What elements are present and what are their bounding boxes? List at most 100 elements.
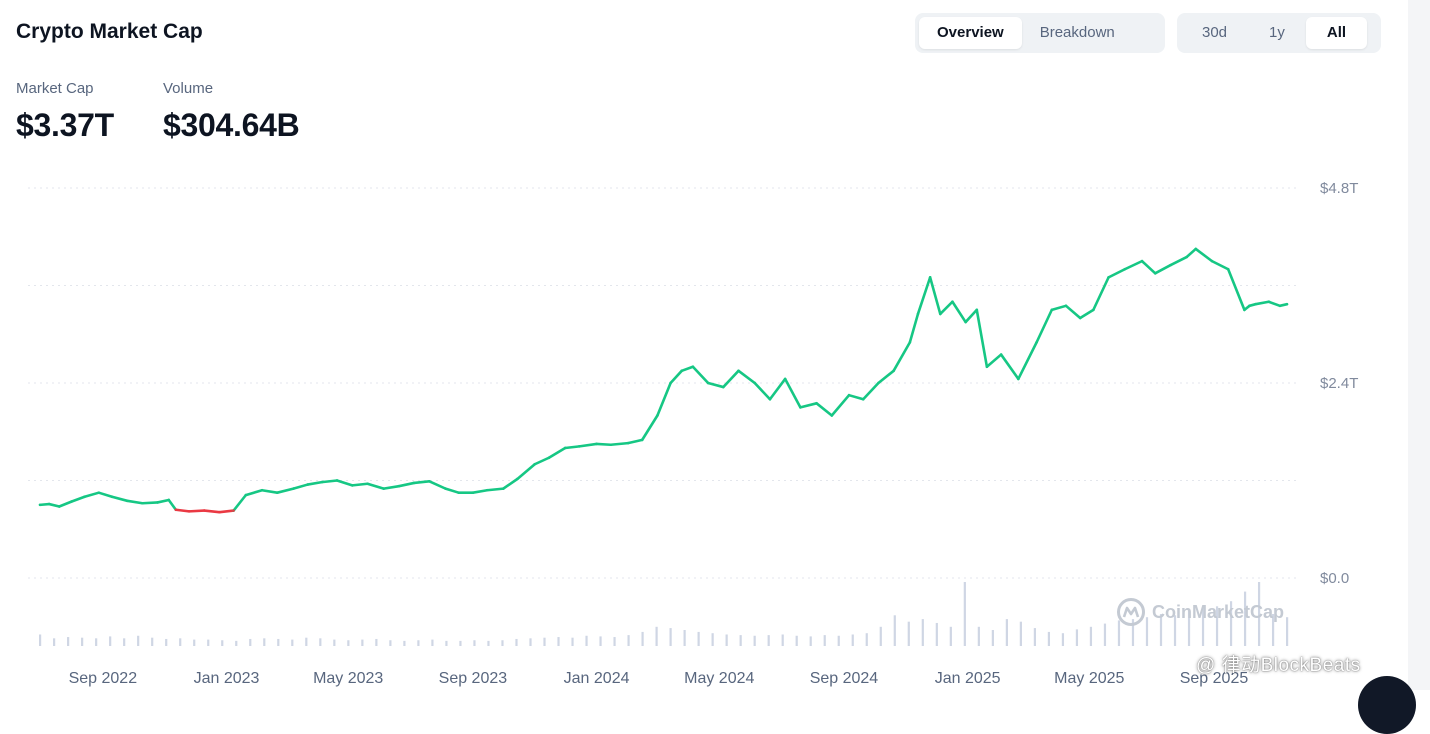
line-segment xyxy=(260,488,279,494)
range-toggle: 30d 1y All xyxy=(1177,13,1381,53)
data-point xyxy=(187,510,191,513)
volume-bar xyxy=(389,640,392,646)
volume-bar xyxy=(599,636,602,646)
data-point xyxy=(641,438,644,442)
data-point xyxy=(928,276,932,279)
data-point xyxy=(110,495,114,498)
volume-stat: Volume $304.64B xyxy=(163,80,300,144)
data-point xyxy=(547,456,551,459)
volume-bar xyxy=(123,638,126,646)
data-point xyxy=(1092,308,1095,312)
line-segment xyxy=(366,482,385,490)
line-segment xyxy=(485,487,505,492)
volume-bar xyxy=(1005,619,1008,646)
data-point xyxy=(412,481,416,485)
line-segment xyxy=(141,501,159,505)
line-segment xyxy=(783,377,802,409)
volume-bar xyxy=(669,628,672,646)
data-point xyxy=(892,369,895,373)
volume-bar xyxy=(1145,617,1149,646)
data-point xyxy=(595,442,598,446)
volume-bar xyxy=(977,626,980,646)
line-segment xyxy=(951,300,967,324)
line-segment xyxy=(680,365,695,373)
volume-bar xyxy=(67,637,70,646)
volume-bar xyxy=(95,638,98,646)
market-cap-value: $3.37T xyxy=(16,107,114,143)
volume-bar xyxy=(1131,619,1135,646)
line-segment xyxy=(595,442,613,447)
line-segment xyxy=(335,479,354,487)
line-segment xyxy=(656,381,672,417)
market-cap-chart[interactable]: $4.8T $2.4T $0.0 Sep 2022 Jan 2023 May 2023 Se… xyxy=(0,0,1430,690)
data-point xyxy=(1078,316,1082,320)
line-segment xyxy=(626,438,644,445)
line-segment xyxy=(1194,247,1214,263)
tab-overview[interactable]: Overview xyxy=(919,17,1022,49)
volume-bar xyxy=(725,634,728,646)
volume-bar xyxy=(151,637,154,646)
volume-bar xyxy=(361,639,364,646)
volume-bar xyxy=(347,640,350,646)
line-segment xyxy=(799,402,818,409)
line-segment xyxy=(533,456,551,466)
volume-bar xyxy=(851,634,854,646)
volume-bar xyxy=(683,630,686,646)
data-point xyxy=(939,312,942,316)
volume-bar xyxy=(571,637,574,646)
page-title: Crypto Market Cap xyxy=(16,20,203,43)
volume-bar xyxy=(1187,610,1191,646)
line-segment xyxy=(1210,259,1230,271)
line-segment xyxy=(320,479,339,484)
line-segment xyxy=(382,484,401,490)
volume-bar xyxy=(991,630,994,646)
line-segment xyxy=(722,369,740,389)
volume-bar xyxy=(249,638,252,646)
volume-bar xyxy=(1229,601,1233,646)
line-segment xyxy=(830,393,851,417)
line-segment xyxy=(547,446,567,460)
line-segment xyxy=(1153,263,1172,275)
volume-bar xyxy=(837,635,840,646)
volume-bar xyxy=(375,638,378,646)
data-point xyxy=(847,393,851,397)
volume-bar xyxy=(907,621,910,646)
line-segment xyxy=(640,414,659,442)
data-point xyxy=(70,500,73,503)
tab-breakdown[interactable]: Breakdown xyxy=(1039,24,1115,41)
line-segment xyxy=(350,482,369,487)
data-point xyxy=(232,509,235,512)
data-point xyxy=(306,483,309,486)
range-30d-button[interactable]: 30d xyxy=(1202,24,1228,41)
volume-bar xyxy=(459,640,462,646)
volume-bar xyxy=(1159,614,1163,646)
range-all-button[interactable]: All xyxy=(1305,17,1368,49)
line-segment xyxy=(964,308,979,324)
line-segment xyxy=(691,365,710,385)
range-1y-button[interactable]: 1y xyxy=(1269,24,1285,41)
data-point xyxy=(1035,341,1038,344)
data-point xyxy=(203,509,206,512)
right-scroll-strip xyxy=(1408,0,1430,690)
data-point xyxy=(276,491,279,494)
line-segment xyxy=(563,445,581,450)
data-point xyxy=(218,510,221,514)
data-point xyxy=(609,443,612,446)
data-point xyxy=(1194,247,1197,251)
volume-bar xyxy=(1201,607,1205,646)
data-point xyxy=(1064,304,1068,308)
volume-bar xyxy=(81,637,84,646)
floating-action-button[interactable] xyxy=(1358,676,1416,734)
volume-bar xyxy=(1033,628,1036,646)
data-point xyxy=(706,381,710,385)
data-point xyxy=(1140,259,1144,263)
volume-bar xyxy=(613,637,616,646)
data-point xyxy=(260,489,264,492)
volume-bar xyxy=(865,633,868,646)
data-point xyxy=(502,487,505,490)
volume-bar xyxy=(473,640,476,646)
line-segment xyxy=(938,300,954,316)
line-segment xyxy=(275,487,295,494)
volume-bar xyxy=(1117,620,1121,646)
volume-bar xyxy=(277,638,280,646)
